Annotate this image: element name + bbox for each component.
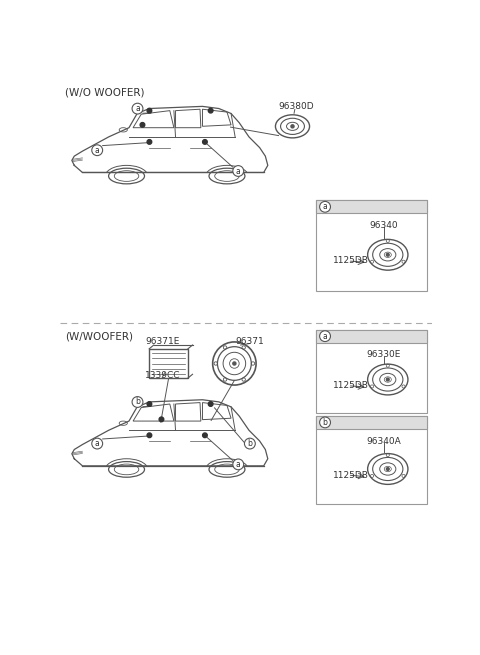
- Text: b: b: [135, 398, 140, 407]
- Circle shape: [233, 362, 236, 365]
- Text: a: a: [323, 202, 327, 212]
- Text: 96330E: 96330E: [367, 350, 401, 360]
- Circle shape: [159, 417, 164, 422]
- Circle shape: [203, 433, 207, 438]
- Circle shape: [386, 378, 389, 381]
- Text: (W/WOOFER): (W/WOOFER): [65, 332, 132, 342]
- Bar: [316, 200, 427, 214]
- Text: 1125DB: 1125DB: [333, 257, 369, 265]
- Bar: [316, 416, 427, 504]
- Circle shape: [320, 202, 330, 212]
- Text: 1125DB: 1125DB: [333, 381, 369, 390]
- Circle shape: [208, 108, 213, 113]
- Text: 96371: 96371: [236, 337, 264, 346]
- Circle shape: [233, 166, 244, 176]
- Text: 1125DB: 1125DB: [333, 471, 369, 479]
- Circle shape: [132, 103, 143, 114]
- Circle shape: [320, 331, 330, 341]
- Circle shape: [147, 402, 152, 406]
- Bar: [316, 329, 427, 413]
- Circle shape: [147, 140, 152, 144]
- Text: b: b: [247, 439, 252, 448]
- Text: 96340: 96340: [370, 221, 398, 230]
- Text: a: a: [236, 460, 240, 469]
- Text: 96371E: 96371E: [145, 337, 180, 346]
- Text: a: a: [236, 166, 240, 176]
- Circle shape: [203, 140, 207, 144]
- Bar: [316, 329, 427, 343]
- Text: a: a: [135, 104, 140, 113]
- Bar: [149, 349, 188, 378]
- Circle shape: [291, 125, 294, 128]
- Text: (W/O WOOFER): (W/O WOOFER): [65, 87, 144, 97]
- Circle shape: [147, 433, 152, 438]
- Circle shape: [147, 108, 152, 113]
- Bar: [316, 416, 427, 429]
- Circle shape: [132, 397, 143, 407]
- Text: 96340A: 96340A: [367, 437, 401, 445]
- Circle shape: [320, 417, 330, 428]
- Bar: [316, 200, 427, 291]
- Text: b: b: [323, 418, 327, 427]
- Circle shape: [140, 122, 145, 127]
- Text: 96380D: 96380D: [278, 102, 314, 111]
- Circle shape: [208, 402, 213, 406]
- Circle shape: [92, 145, 103, 156]
- Text: a: a: [95, 145, 99, 155]
- Circle shape: [386, 468, 389, 470]
- Circle shape: [92, 438, 103, 449]
- Text: 1339CC: 1339CC: [144, 371, 180, 380]
- Text: a: a: [95, 439, 99, 448]
- Text: a: a: [323, 331, 327, 341]
- Circle shape: [244, 438, 255, 449]
- Circle shape: [386, 253, 389, 256]
- Circle shape: [233, 459, 244, 470]
